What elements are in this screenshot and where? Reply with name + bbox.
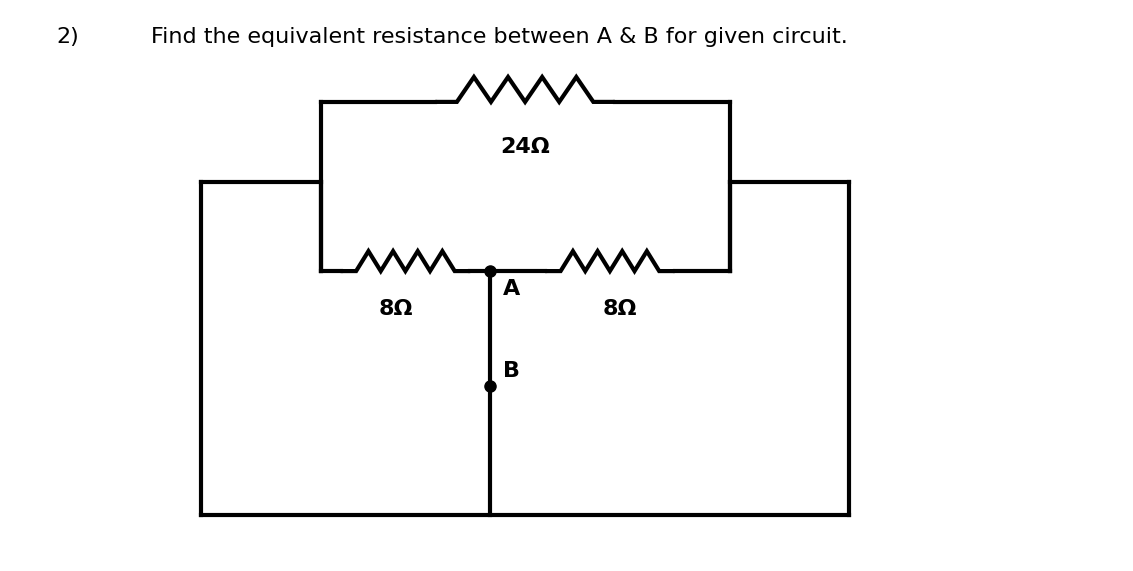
Text: 8Ω: 8Ω — [378, 299, 412, 319]
Text: Find the equivalent resistance between A & B for given circuit.: Find the equivalent resistance between A… — [151, 27, 847, 47]
Text: 2): 2) — [57, 27, 79, 47]
Text: B: B — [503, 360, 520, 380]
Text: A: A — [503, 279, 520, 299]
Text: 24Ω: 24Ω — [501, 136, 550, 156]
Text: 8Ω: 8Ω — [603, 299, 637, 319]
